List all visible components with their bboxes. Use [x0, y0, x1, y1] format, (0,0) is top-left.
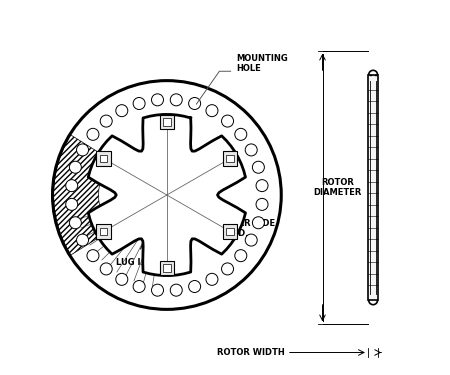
- Circle shape: [252, 217, 265, 229]
- Circle shape: [100, 263, 112, 275]
- Circle shape: [170, 94, 182, 106]
- FancyBboxPatch shape: [223, 225, 237, 239]
- FancyBboxPatch shape: [96, 224, 111, 238]
- FancyBboxPatch shape: [226, 228, 234, 236]
- FancyBboxPatch shape: [160, 261, 174, 275]
- Circle shape: [116, 105, 128, 117]
- FancyBboxPatch shape: [96, 151, 111, 166]
- Circle shape: [53, 81, 281, 309]
- Polygon shape: [88, 114, 246, 276]
- Text: LUG I.D: LUG I.D: [116, 258, 150, 267]
- Text: ROTOR
DIAMETER: ROTOR DIAMETER: [313, 178, 362, 197]
- Circle shape: [116, 273, 128, 285]
- Circle shape: [76, 144, 89, 156]
- Circle shape: [133, 98, 145, 109]
- Circle shape: [170, 284, 182, 296]
- Circle shape: [100, 115, 112, 127]
- Circle shape: [76, 234, 89, 246]
- Circle shape: [69, 217, 81, 229]
- Circle shape: [152, 94, 163, 106]
- FancyBboxPatch shape: [100, 154, 107, 162]
- FancyBboxPatch shape: [100, 228, 107, 236]
- FancyBboxPatch shape: [226, 154, 234, 162]
- Circle shape: [189, 280, 201, 292]
- Circle shape: [221, 115, 234, 127]
- Circle shape: [256, 198, 268, 210]
- Circle shape: [66, 198, 78, 210]
- Text: FAR SIDE
I.D.: FAR SIDE I.D.: [233, 219, 274, 239]
- FancyBboxPatch shape: [160, 115, 174, 129]
- Text: ROTOR
BOLT CIRCLE: ROTOR BOLT CIRCLE: [104, 166, 162, 186]
- Circle shape: [245, 144, 257, 156]
- Circle shape: [235, 128, 247, 140]
- FancyBboxPatch shape: [223, 151, 237, 166]
- Circle shape: [206, 105, 218, 117]
- Circle shape: [66, 180, 78, 192]
- Circle shape: [87, 128, 99, 140]
- Circle shape: [133, 280, 145, 292]
- Circle shape: [252, 161, 265, 173]
- Circle shape: [245, 234, 257, 246]
- FancyBboxPatch shape: [163, 118, 171, 126]
- Text: ROTOR WIDTH: ROTOR WIDTH: [217, 348, 285, 357]
- Circle shape: [206, 273, 218, 285]
- Circle shape: [221, 263, 234, 275]
- Text: MOUNTING
HOLE: MOUNTING HOLE: [236, 54, 288, 74]
- Circle shape: [69, 161, 81, 173]
- Circle shape: [235, 250, 247, 262]
- Circle shape: [87, 250, 99, 262]
- Circle shape: [189, 98, 201, 109]
- Circle shape: [152, 284, 163, 296]
- Circle shape: [256, 180, 268, 192]
- Bar: [368, 75, 378, 300]
- FancyBboxPatch shape: [163, 264, 171, 272]
